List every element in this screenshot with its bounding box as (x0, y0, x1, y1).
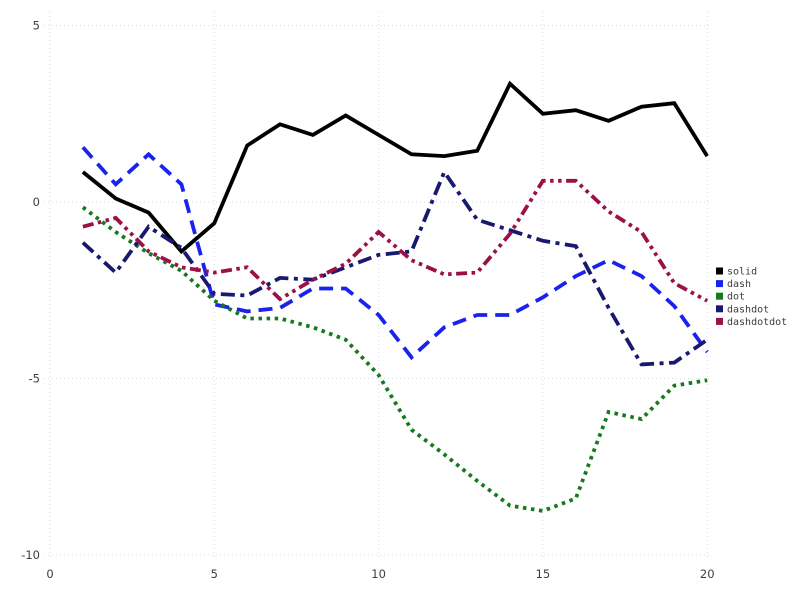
legend-label-dashdotdot: dashdotdot (727, 317, 787, 328)
legend-item-solid: solid (716, 267, 757, 278)
legend-label-solid: solid (727, 267, 757, 278)
series-line-dashdotdot (82, 178, 709, 303)
series-line-solid (81, 80, 709, 255)
legend-swatch-dot (716, 292, 723, 300)
x-tick-label-0: 0 (46, 567, 53, 581)
legend-swatch-dashdot (716, 305, 723, 313)
y-tick-label--10: -10 (21, 548, 40, 562)
y-tick-label--5: -5 (29, 372, 40, 386)
x-tick-label-10: 10 (371, 567, 386, 581)
y-tick-label-5: 5 (33, 19, 40, 33)
legend-item-dashdot: dashdot (716, 304, 769, 315)
series-line-dashdot (81, 168, 709, 367)
series-line-dot (81, 205, 708, 513)
series-layer (81, 80, 709, 513)
x-tick-label-15: 15 (536, 567, 551, 581)
legend-swatch-dash (716, 280, 723, 288)
x-tick-label-20: 20 (700, 567, 715, 581)
legend-swatch-dashdotdot (716, 317, 723, 325)
legend-label-dash: dash (727, 279, 751, 290)
legend-item-dashdotdot: dashdotdot (716, 317, 787, 328)
legend-item-dash: dash (716, 279, 751, 290)
x-tick-label-5: 5 (211, 567, 218, 581)
legend-item-dot: dot (716, 292, 745, 303)
legend-label-dot: dot (727, 292, 745, 303)
legend-swatch-solid (716, 267, 723, 275)
series-line-dash (81, 146, 709, 361)
y-tick-label-0: 0 (33, 195, 40, 209)
grid-layer (44, 12, 712, 560)
legend-label-dashdot: dashdot (727, 304, 769, 315)
tick-label-layer: 0 5 10 15 20 5 0 -5 -10 (21, 19, 714, 582)
